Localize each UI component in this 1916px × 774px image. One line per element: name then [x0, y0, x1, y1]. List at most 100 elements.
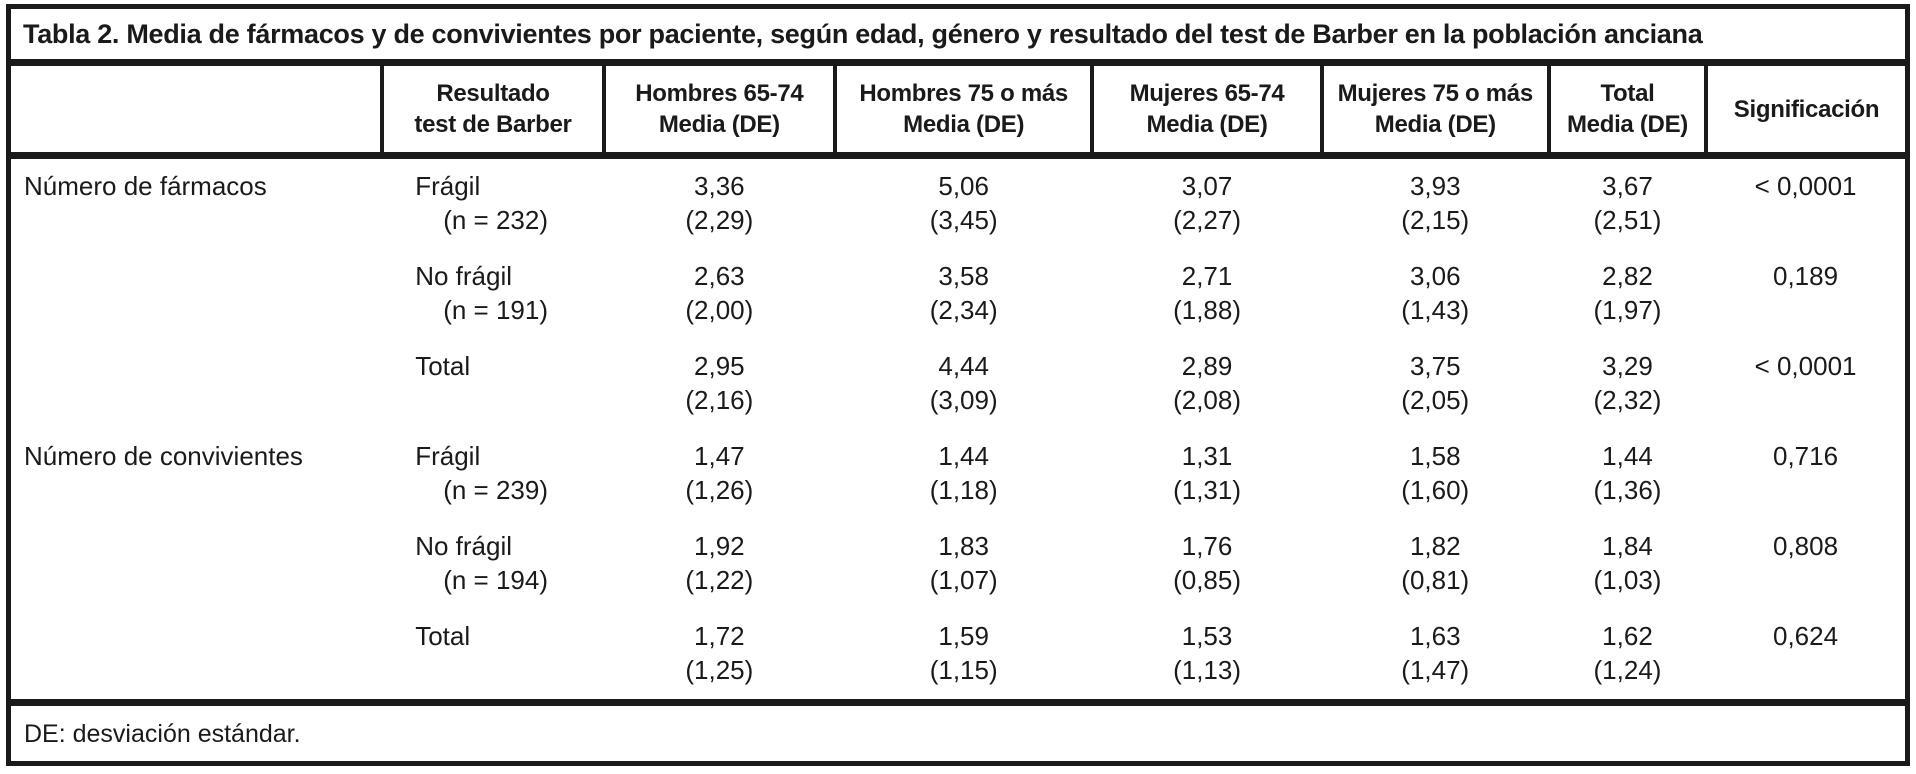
value-cell: 1,53 (1,13) — [1092, 609, 1321, 699]
value-cell: 1,44 (1,18) — [835, 429, 1093, 519]
result-cell: No frágil (n = 194) — [382, 519, 604, 609]
mean-value: 1,53 — [1181, 621, 1233, 651]
sd-value: (1,07) — [929, 565, 998, 595]
sd-value: (2,51) — [1593, 205, 1662, 235]
sd-value: (1,22) — [685, 565, 754, 595]
table-row: No frágil (n = 194) 1,92 (1,22) 1,83 (1,… — [11, 519, 1905, 609]
value-cell: 1,83 (1,07) — [835, 519, 1093, 609]
result-cell: Total — [382, 339, 604, 429]
mean-value: 3,58 — [938, 261, 989, 291]
table-footnote: DE: desviación estándar. — [11, 699, 1905, 761]
mean-value: 2,71 — [1181, 261, 1233, 291]
value-cell: 2,71 (1,88) — [1092, 249, 1321, 339]
sd-value: (1,88) — [1173, 295, 1241, 325]
header-significacion: Significación — [1704, 66, 1905, 159]
mean-value: 2,95 — [694, 351, 745, 381]
value-cell: 2,63 (2,00) — [604, 249, 835, 339]
header-line: Resultado — [436, 80, 550, 107]
mean-value: 1,44 — [1602, 441, 1653, 471]
header-mujeres-75-o-mas: Mujeres 75 o más Media (DE) — [1319, 66, 1549, 159]
sd-value: (2,34) — [929, 295, 998, 325]
sd-value: (0,85) — [1173, 565, 1241, 595]
significance-cell: 0,716 — [1773, 441, 1839, 471]
table-row: Número de convivientes Frágil (n = 239) … — [11, 429, 1905, 519]
significance-cell: < 0,0001 — [1754, 171, 1857, 201]
row-group-label — [11, 609, 382, 699]
sd-value: (1,47) — [1401, 655, 1470, 685]
value-cell: 3,75 (2,05) — [1322, 339, 1549, 429]
row-group-label — [11, 519, 382, 609]
result-n: (n = 232) — [443, 205, 549, 235]
sd-value: (1,03) — [1593, 565, 1662, 595]
sd-value: (2,00) — [685, 295, 754, 325]
value-cell: 2,95 (2,16) — [604, 339, 835, 429]
sd-value: (2,16) — [685, 385, 754, 415]
header-line: Media (DE) — [1374, 111, 1496, 138]
mean-value: 1,44 — [938, 441, 989, 471]
value-cell: 4,44 (3,09) — [835, 339, 1093, 429]
sd-value: (1,18) — [929, 475, 998, 505]
value-cell: 1,63 (1,47) — [1322, 609, 1549, 699]
mean-value: 2,89 — [1181, 351, 1233, 381]
header-line: Significación — [1733, 95, 1880, 123]
table-title: Tabla 2. Media de fármacos y de convivie… — [11, 9, 1905, 66]
result-label: Total — [415, 351, 471, 381]
significance-cell: 0,189 — [1773, 261, 1839, 291]
sd-value: (1,36) — [1593, 475, 1662, 505]
mean-value: 3,93 — [1409, 171, 1461, 201]
result-label: Total — [415, 621, 471, 651]
mean-value: 1,31 — [1181, 441, 1233, 471]
sd-value: (2,32) — [1593, 385, 1662, 415]
row-group-label: Número de fármacos — [24, 171, 267, 201]
mean-value: 1,47 — [694, 441, 745, 471]
sd-value: (3,09) — [929, 385, 998, 415]
value-cell: 1,72 (1,25) — [604, 609, 835, 699]
result-cell: Frágil (n = 239) — [382, 429, 604, 519]
mean-value: 3,29 — [1602, 351, 1653, 381]
header-line: Media (DE) — [1566, 111, 1688, 138]
header-line: test de Barber — [414, 111, 572, 138]
sd-value: (1,24) — [1593, 655, 1662, 685]
significance-cell: 0,808 — [1773, 531, 1839, 561]
value-cell: 1,59 (1,15) — [835, 609, 1093, 699]
result-n: (n = 239) — [443, 475, 549, 505]
value-cell: 5,06 (3,45) — [835, 156, 1093, 250]
header-line: Mujeres 65-74 — [1129, 80, 1285, 107]
result-n: (n = 194) — [443, 565, 549, 595]
mean-value: 3,06 — [1409, 261, 1461, 291]
mean-value: 1,84 — [1602, 531, 1653, 561]
header-line: Hombres 75 o más — [859, 80, 1068, 107]
header-hombres-75-o-mas: Hombres 75 o más Media (DE) — [832, 66, 1093, 159]
value-cell: 3,36 (2,29) — [604, 156, 835, 250]
mean-value: 1,62 — [1602, 621, 1653, 651]
significance-cell: 0,624 — [1773, 621, 1839, 651]
value-cell: 2,82 (1,97) — [1549, 249, 1706, 339]
header-line: Media (DE) — [903, 111, 1025, 138]
value-cell: 3,29 (2,32) — [1549, 339, 1706, 429]
result-cell: Total — [382, 609, 604, 699]
header-line: Media (DE) — [1146, 111, 1268, 138]
mean-value: 1,72 — [694, 621, 745, 651]
mean-value: 1,58 — [1409, 441, 1461, 471]
result-cell: No frágil (n = 191) — [382, 249, 604, 339]
value-cell: 1,76 (0,85) — [1092, 519, 1321, 609]
sd-value: (1,15) — [929, 655, 998, 685]
table-row: No frágil (n = 191) 2,63 (2,00) 3,58 (2,… — [11, 249, 1905, 339]
value-cell: 1,47 (1,26) — [604, 429, 835, 519]
sd-value: (1,25) — [685, 655, 754, 685]
mean-value: 3,07 — [1181, 171, 1233, 201]
header-empty — [11, 66, 383, 159]
header-line: Hombres 65-74 — [635, 80, 804, 107]
table-row: Total 1,72 (1,25) 1,59 (1,15) 1,53 (1,13… — [11, 609, 1905, 699]
value-cell: 1,62 (1,24) — [1549, 609, 1706, 699]
sd-value: (3,45) — [929, 205, 998, 235]
result-n: (n = 191) — [443, 295, 549, 325]
header-row: Resultado test de Barber Hombres 65-74 M… — [11, 66, 1905, 159]
row-group-label: Número de convivientes — [24, 441, 303, 471]
value-cell: 1,82 (0,81) — [1322, 519, 1549, 609]
mean-value: 1,83 — [938, 531, 989, 561]
mean-value: 4,44 — [938, 351, 989, 381]
result-label: Frágil — [415, 171, 481, 201]
sd-value: (1,97) — [1593, 295, 1662, 325]
